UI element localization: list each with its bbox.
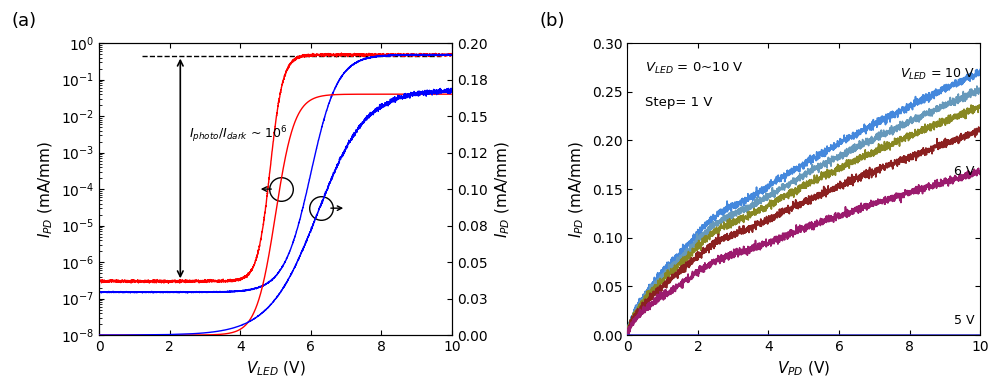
- X-axis label: $V_{LED}$ (V): $V_{LED}$ (V): [246, 359, 305, 378]
- Y-axis label: $I_{PD}$ (mA/mm): $I_{PD}$ (mA/mm): [37, 140, 55, 238]
- X-axis label: $V_{PD}$ (V): $V_{PD}$ (V): [777, 359, 830, 378]
- Text: 6 V: 6 V: [954, 165, 975, 178]
- Y-axis label: $I_{PD}$ (mA/mm): $I_{PD}$ (mA/mm): [568, 140, 586, 238]
- Text: 5 V: 5 V: [954, 314, 975, 327]
- Text: $V_{LED}$ = 0~10 V: $V_{LED}$ = 0~10 V: [645, 61, 744, 76]
- Text: (b): (b): [539, 12, 565, 30]
- Text: Step= 1 V: Step= 1 V: [645, 96, 713, 109]
- Text: $V_{LED}$ = 10 V: $V_{LED}$ = 10 V: [900, 67, 975, 82]
- Y-axis label: $I_{PD}$ (mA/mm): $I_{PD}$ (mA/mm): [493, 140, 512, 238]
- Text: $I_{photo}/I_{dark}$ ~ 10$^6$: $I_{photo}/I_{dark}$ ~ 10$^6$: [189, 125, 288, 145]
- Text: (a): (a): [11, 12, 36, 30]
